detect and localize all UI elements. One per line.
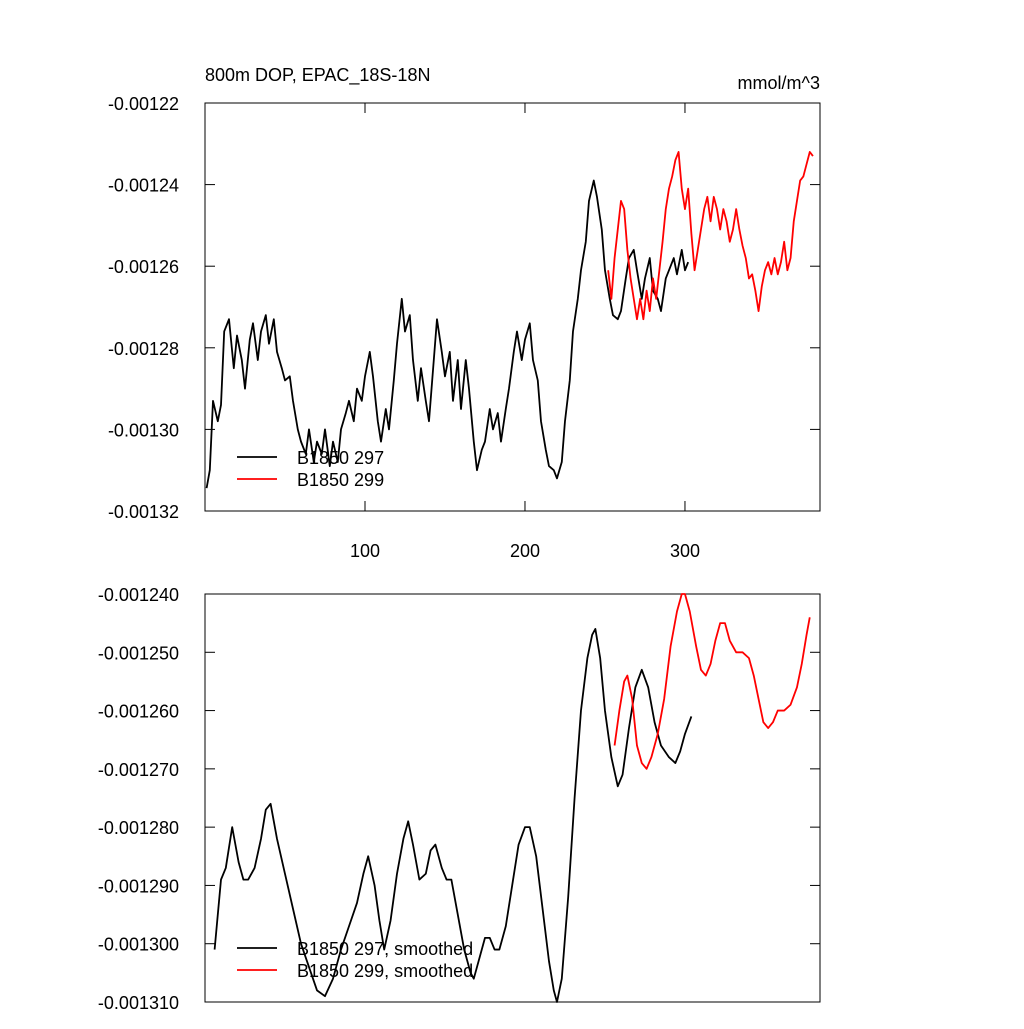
legend-label: B1850 297, smoothed bbox=[297, 939, 473, 959]
plot-frame bbox=[204, 102, 821, 512]
y-tick-label: -0.00122 bbox=[108, 94, 179, 114]
series-line bbox=[205, 179, 690, 489]
y-tick-label: -0.001240 bbox=[98, 585, 179, 605]
x-tick-label: 300 bbox=[670, 541, 700, 561]
y-tick-label: -0.00132 bbox=[108, 502, 179, 522]
legend-label: B1850 299, smoothed bbox=[297, 961, 473, 981]
y-tick-label: -0.001260 bbox=[98, 702, 179, 722]
x-tick-label: 200 bbox=[510, 541, 540, 561]
legend-label: B1850 299 bbox=[297, 470, 384, 490]
y-tick-label: -0.001290 bbox=[98, 876, 179, 896]
y-tick-label: -0.00126 bbox=[108, 257, 179, 277]
x-tick-label: 100 bbox=[350, 541, 380, 561]
y-tick-label: -0.001310 bbox=[98, 993, 179, 1013]
y-tick-label: -0.001280 bbox=[98, 818, 179, 838]
units-label: mmol/m^3 bbox=[738, 73, 820, 93]
legend-label: B1850 297 bbox=[297, 448, 384, 468]
series-line bbox=[607, 151, 814, 321]
y-tick-label: -0.00130 bbox=[108, 420, 179, 440]
plot-frame bbox=[204, 593, 821, 1003]
y-tick-label: -0.00128 bbox=[108, 339, 179, 359]
series-line bbox=[213, 628, 693, 1003]
series-line bbox=[613, 593, 811, 770]
y-tick-label: -0.001270 bbox=[98, 760, 179, 780]
y-tick-label: -0.001250 bbox=[98, 643, 179, 663]
chart-title: 800m DOP, EPAC_18S-18N bbox=[205, 65, 430, 86]
y-tick-label: -0.00124 bbox=[108, 176, 179, 196]
y-tick-label: -0.001300 bbox=[98, 935, 179, 955]
